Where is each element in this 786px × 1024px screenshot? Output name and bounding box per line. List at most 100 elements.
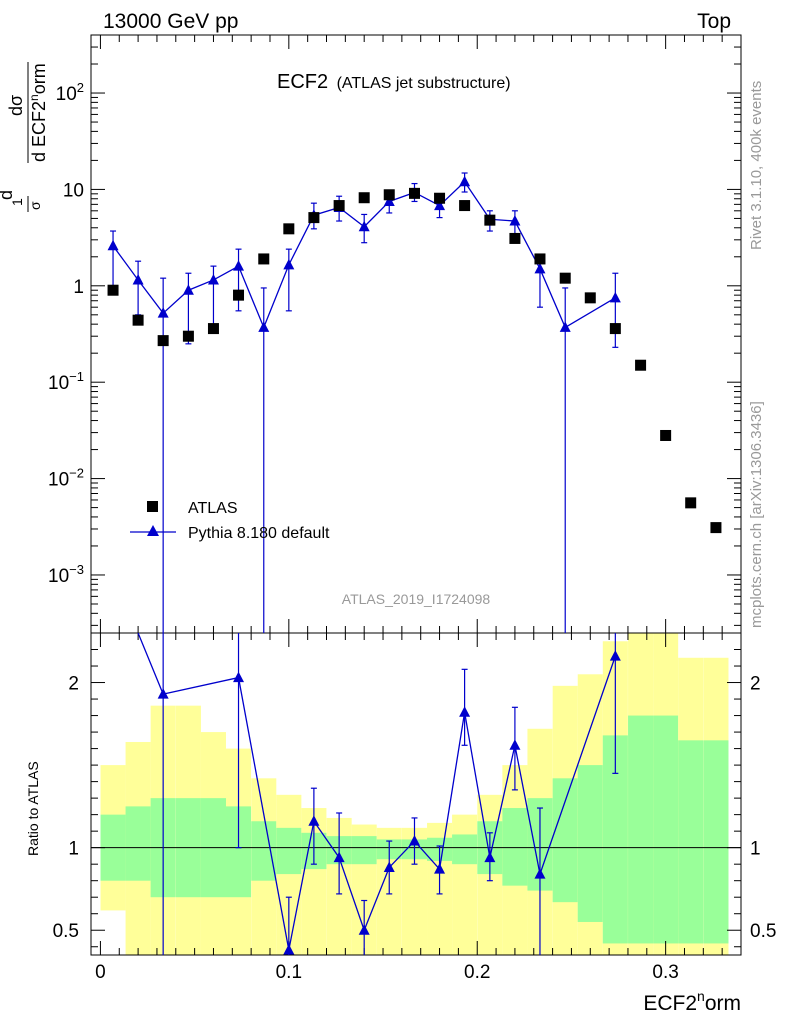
legend-atlas-marker <box>147 501 158 512</box>
pythia-ratio-point <box>534 868 546 879</box>
pythia-point <box>182 284 194 295</box>
pythia-ratio-point <box>283 944 295 955</box>
pythia-line <box>112 180 616 330</box>
plot-title-sub: (ATLAS jet substructure) <box>337 75 511 92</box>
y-tick-label: 10−2 <box>48 466 84 491</box>
atlas-point <box>258 253 270 265</box>
band-inner-bin <box>452 834 478 865</box>
band-inner-bin <box>351 836 377 865</box>
pythia-ratio-point <box>459 706 471 717</box>
pythia-point <box>358 220 370 232</box>
atlas-point <box>685 497 697 509</box>
atlas-point <box>710 522 722 534</box>
atlas-point <box>207 323 219 335</box>
ratio-tick-label-right: 2 <box>750 674 761 695</box>
ratio-uncertainty-bands <box>100 633 729 955</box>
pythia-ratio-point <box>509 739 521 750</box>
top-y-axis-ticks: 10−3 10−2 10−1 1 10 102 <box>48 34 741 626</box>
pythia-ratio-point <box>358 924 370 935</box>
atlas-point <box>308 212 320 224</box>
ylabel-denominator: d ECF2norm <box>27 63 49 162</box>
pythia-ratio-point <box>408 835 420 846</box>
pythia-point <box>132 273 144 285</box>
atlas-point <box>233 289 245 301</box>
band-inner-bin <box>577 765 603 922</box>
y-tick-label: 10 <box>63 180 84 201</box>
ylabel-one: 1 <box>9 198 25 206</box>
atlas-point <box>157 335 169 347</box>
header-process: Top <box>697 10 731 33</box>
pythia-point <box>383 195 395 206</box>
pythia-ratio-point <box>233 671 245 683</box>
y-tick-label: 102 <box>56 80 84 105</box>
band-inner-bin <box>678 740 704 944</box>
atlas-point <box>584 292 596 304</box>
pythia-series <box>107 172 621 633</box>
mcplots-label: mcplots.cern.ch [arXiv:1306.3436] <box>748 401 765 628</box>
pythia-point <box>434 199 446 211</box>
rivet-label: Rivet 3.1.10, 400k events <box>748 81 765 250</box>
atlas-point <box>107 284 119 296</box>
analysis-label: ATLAS_2019_I1724098 <box>342 591 491 607</box>
pythia-ratio-point <box>157 688 169 699</box>
pythia-point <box>509 215 521 226</box>
atlas-point <box>635 359 647 371</box>
legend: ATLAS Pythia 8.180 default <box>130 500 330 542</box>
pythia-point <box>233 260 245 271</box>
atlas-point <box>283 223 295 235</box>
ylabel-d1: d <box>0 190 16 200</box>
pythia-ratio-point <box>484 851 496 863</box>
band-inner-bin <box>703 740 729 944</box>
band-inner-bin <box>628 715 654 944</box>
pythia-point <box>283 258 295 270</box>
pythia-point <box>559 321 571 332</box>
x-axis-label: ECF2norm <box>643 988 741 1015</box>
band-inner-bin <box>502 808 528 886</box>
legend-atlas-label: ATLAS <box>188 500 238 517</box>
atlas-point <box>484 214 496 226</box>
ratio-y-axis-ticks: 0.5 0.5 1 1 2 2 <box>53 632 776 948</box>
atlas-point <box>459 200 471 212</box>
x-tick-label: 0.3 <box>652 962 678 983</box>
x-tick-label: 0.1 <box>276 962 302 983</box>
band-inner-bin <box>653 715 679 944</box>
x-axis-ticks: 0 0.1 0.2 0.3 <box>95 35 742 983</box>
legend-pythia-label: Pythia 8.180 default <box>188 525 330 542</box>
header-energy: 13000 GeV pp <box>103 10 238 33</box>
pythia-point <box>157 307 169 318</box>
atlas-point <box>132 314 144 326</box>
ratio-tick-label: 1 <box>68 839 79 860</box>
pythia-point <box>609 291 621 303</box>
atlas-point <box>434 192 446 204</box>
x-tick-label: 0.2 <box>464 962 490 983</box>
pythia-ratio-point <box>434 863 446 874</box>
atlas-point <box>358 192 370 204</box>
y-tick-label: 10−1 <box>48 369 84 394</box>
ratio-tick-label: 2 <box>68 674 79 695</box>
band-inner-bin <box>125 806 151 881</box>
pythia-ratio-series <box>137 632 621 955</box>
atlas-point <box>383 189 395 201</box>
atlas-point <box>509 232 521 244</box>
atlas-point <box>333 200 345 212</box>
legend-pythia-marker <box>147 525 159 536</box>
atlas-point <box>660 429 672 441</box>
atlas-point <box>408 187 420 199</box>
x-tick-label: 0 <box>95 962 106 983</box>
ylabel-sigma: σ <box>27 201 43 210</box>
pythia-ratio-point <box>333 851 345 863</box>
y-tick-label: 10−3 <box>48 562 84 587</box>
pythia-ratio-point <box>383 861 395 872</box>
atlas-point <box>559 272 571 284</box>
pythia-point <box>258 321 270 332</box>
ratio-tick-label: 0.5 <box>53 921 79 942</box>
ratio-y-axis-label: Ratio to ATLAS <box>25 761 41 856</box>
pythia-point <box>534 262 546 274</box>
y-tick-label: 1 <box>73 277 84 298</box>
pythia-point <box>107 239 119 251</box>
pythia-ratio-point <box>609 650 621 661</box>
pythia-ratio-point <box>308 815 320 826</box>
atlas-series <box>107 187 722 534</box>
atlas-point <box>534 253 546 265</box>
top-y-axis-label: d 1 σ dσ d ECF2norm <box>0 62 49 212</box>
